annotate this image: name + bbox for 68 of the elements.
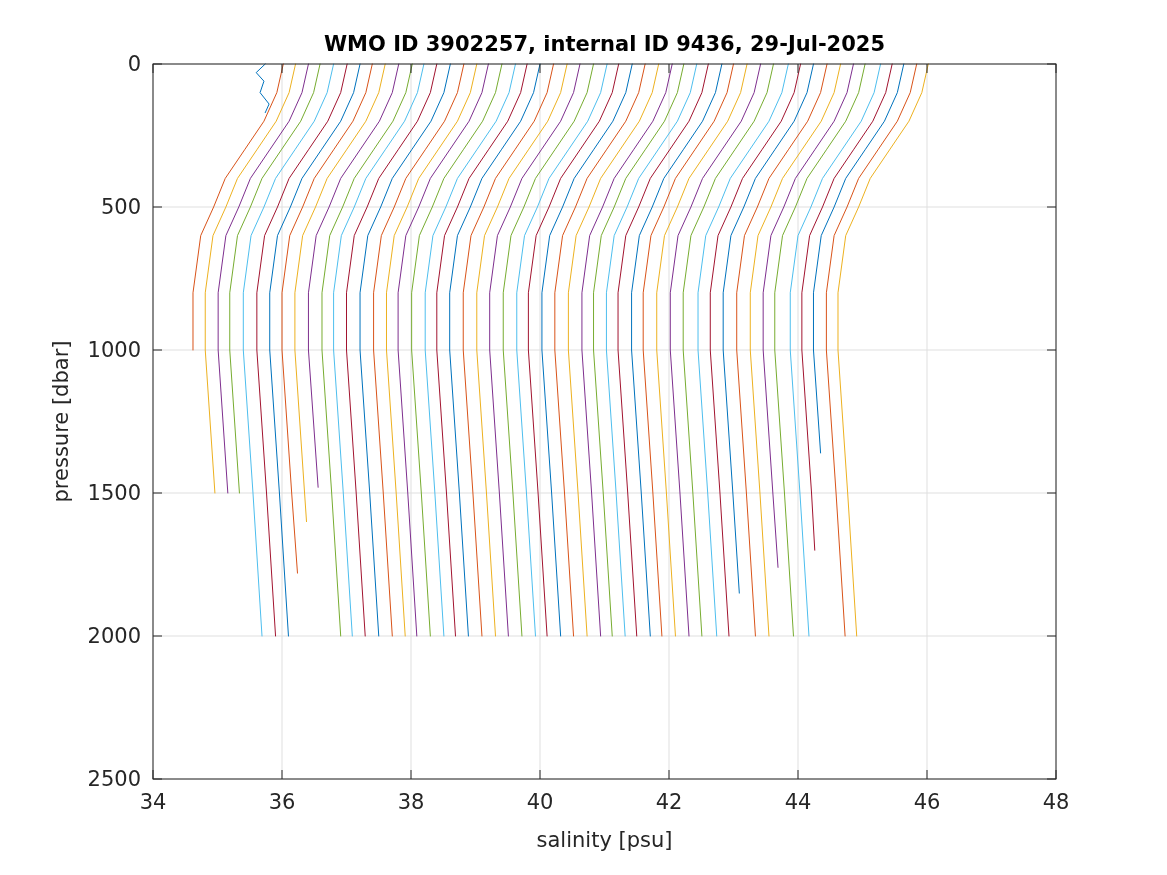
x-tick-label: 46	[913, 790, 941, 814]
y-tick-label: 1000	[87, 338, 141, 363]
x-tick-label: 36	[268, 790, 296, 814]
line-series	[256, 63, 348, 637]
line-series	[424, 63, 516, 637]
line-series	[489, 63, 581, 637]
line-series	[294, 63, 386, 523]
line-series	[567, 63, 660, 637]
y-axis-title: pressure [dbar]	[49, 340, 73, 503]
line-series	[397, 63, 489, 637]
y-tick-label: 2000	[87, 624, 141, 649]
line-series	[307, 63, 400, 488]
line-series	[476, 63, 568, 637]
line-series	[333, 63, 425, 637]
line-series	[837, 63, 929, 637]
x-tick-label: 42	[655, 790, 683, 814]
x-tick-label: 38	[397, 790, 425, 814]
line-series	[709, 63, 802, 637]
line-series	[269, 63, 361, 637]
line-series	[217, 63, 309, 494]
line-series	[502, 63, 595, 637]
y-tick-label: 1500	[87, 481, 141, 506]
y-tick-label: 0	[127, 52, 141, 77]
line-series	[631, 63, 723, 637]
line-series	[516, 63, 608, 637]
y-tick-label: 2500	[87, 767, 141, 792]
line-series	[722, 63, 814, 594]
line-series	[812, 63, 905, 454]
line-series	[436, 63, 528, 637]
line-series	[642, 63, 734, 637]
line-series	[385, 63, 478, 637]
line-series	[656, 63, 748, 637]
line-series	[554, 63, 646, 637]
line-series	[593, 63, 685, 637]
line-series	[697, 63, 789, 637]
chart-title: WMO ID 3902257, internal ID 9436, 29-Jul-2025	[323, 32, 886, 56]
line-series	[346, 63, 438, 637]
line-series	[749, 63, 842, 637]
line-series	[682, 63, 774, 637]
x-tick-label: 40	[526, 790, 554, 814]
line-series	[255, 63, 270, 114]
line-series	[669, 63, 762, 637]
x-axis-title: salinity [psu]	[536, 828, 673, 852]
x-tick-label: 48	[1042, 790, 1070, 814]
line-series	[204, 63, 297, 494]
line-series	[541, 63, 633, 637]
line-series	[762, 63, 854, 568]
line-series	[801, 63, 893, 551]
line-series	[825, 63, 918, 637]
line-series	[281, 63, 373, 574]
y-tick-label: 500	[100, 195, 141, 220]
line-series	[411, 63, 503, 637]
line-series	[229, 63, 321, 494]
line-series	[581, 63, 673, 637]
line-series	[321, 63, 413, 637]
line-series	[242, 63, 335, 637]
line-series	[359, 63, 451, 637]
line-series	[736, 63, 828, 637]
line-series	[462, 63, 555, 637]
line-series	[617, 63, 709, 637]
line-series	[774, 63, 866, 637]
line-series	[789, 63, 882, 637]
x-tick-label: 44	[784, 790, 812, 814]
line-series	[527, 63, 620, 637]
line-series	[605, 63, 698, 637]
x-tick-label: 34	[139, 790, 167, 814]
line-series	[373, 63, 465, 637]
line-series	[192, 63, 284, 351]
